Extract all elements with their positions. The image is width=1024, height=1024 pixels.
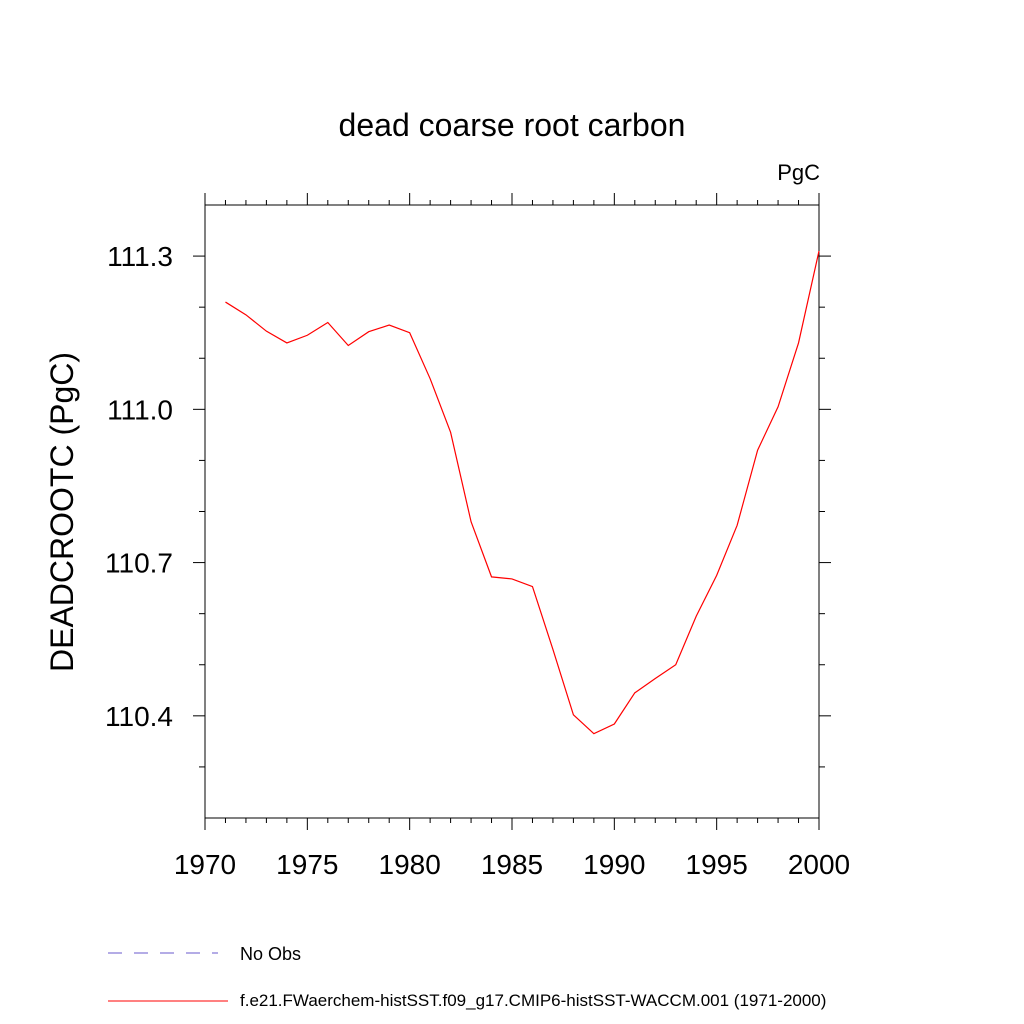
x-tick-label: 2000 (788, 849, 850, 880)
y-tick-label: 110.7 (105, 548, 173, 579)
y-tick-label: 111.0 (107, 394, 173, 425)
x-tick-label: 1995 (686, 849, 748, 880)
legend: No Obs f.e21.FWaerchem-histSST.f09_g17.C… (108, 944, 826, 1010)
series-line (225, 250, 820, 735)
x-tick-label: 1980 (379, 849, 441, 880)
y-tick-label: 110.4 (105, 701, 173, 732)
legend-label-model: f.e21.FWaerchem-histSST.f09_g17.CMIP6-hi… (240, 991, 826, 1010)
x-tick-label: 1985 (481, 849, 543, 880)
x-tick-label: 1970 (174, 849, 236, 880)
axis-ticks (193, 193, 831, 830)
chart-title: dead coarse root carbon (339, 107, 686, 143)
x-tick-label: 1975 (276, 849, 338, 880)
x-tick-label: 1990 (583, 849, 645, 880)
legend-label-no-obs: No Obs (240, 944, 301, 964)
y-tick-labels: 110.4 110.7 111.0 111.3 (105, 241, 173, 732)
plot-frame (204, 204, 820, 819)
units-label: PgC (777, 160, 820, 185)
y-axis-label: DEADCROOTC (PgC) (44, 352, 80, 672)
x-tick-labels: 1970 1975 1980 1985 1990 1995 2000 (174, 849, 850, 880)
y-tick-label: 111.3 (107, 241, 173, 272)
